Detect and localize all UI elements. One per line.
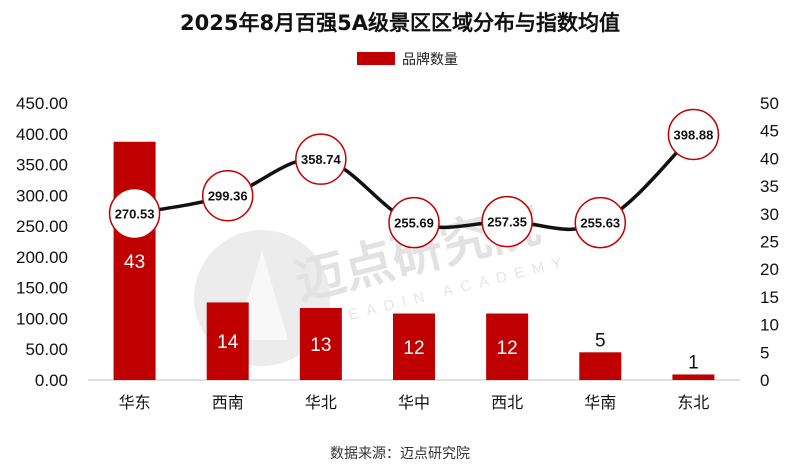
right-axis-tick-label: 50	[760, 94, 779, 113]
right-axis-tick-label: 30	[760, 205, 779, 224]
bar-value-label: 43	[124, 252, 145, 273]
line-marker	[574, 196, 627, 249]
right-axis-tick-label: 40	[760, 149, 779, 168]
line-value-label: 270.53	[115, 206, 155, 221]
line-marker	[388, 196, 440, 249]
category-label: 西南	[212, 393, 244, 412]
left-axis-tick-label: 100.00	[16, 309, 68, 328]
right-axis-tick-label: 5	[760, 343, 769, 362]
right-axis-tick-label: 20	[760, 260, 779, 279]
category-label: 华北	[305, 393, 337, 412]
chart-title: 2025年8月百强5A级景区区域分布与指数均值	[180, 11, 620, 35]
line-marker	[201, 169, 254, 222]
legend: 品牌数量	[357, 51, 458, 68]
category-label: 西北	[491, 393, 523, 412]
right-axis-tick-label: 45	[760, 122, 779, 141]
line-marker	[667, 108, 720, 161]
left-axis-tick-label: 300.00	[16, 186, 68, 205]
bar	[113, 141, 156, 380]
bar	[672, 374, 715, 380]
right-axis: 0 5 10 15 20 25 30 35 40 45 50	[760, 94, 779, 390]
left-axis-tick-label: 150.00	[16, 279, 68, 298]
right-axis-tick-label: 35	[760, 177, 779, 196]
bar	[299, 307, 342, 380]
right-axis-tick-label: 15	[760, 288, 779, 307]
bar-value-label: 1	[688, 352, 699, 373]
bar-value-label: 12	[497, 338, 518, 359]
line-value-label: 358.74	[301, 152, 342, 167]
line-value-label: 257.35	[487, 215, 527, 230]
left-axis-tick-label: 400.00	[16, 125, 68, 144]
category-labels: 华东 西南 华北 华中 西北 华南 东北	[119, 393, 710, 412]
bar-value-label: 14	[217, 332, 239, 353]
source-note: 数据来源：迈点研究院	[330, 446, 470, 462]
right-axis-tick-label: 10	[760, 316, 779, 335]
bar-value-label: 13	[310, 335, 331, 356]
category-label: 东北	[677, 393, 709, 412]
watermark-logo-mark-icon	[236, 250, 288, 340]
left-axis-tick-label: 0.00	[35, 371, 68, 390]
left-axis-tick-label: 250.00	[16, 217, 68, 236]
right-axis-tick-label: 0	[760, 371, 769, 390]
line-value-label: 398.88	[674, 127, 714, 142]
legend-label: 品牌数量	[402, 51, 458, 68]
category-label: 华中	[398, 393, 430, 412]
line-value-label: 299.36	[208, 189, 248, 204]
right-axis-tick-label: 25	[760, 233, 779, 252]
left-axis-tick-label: 350.00	[16, 156, 68, 175]
legend-swatch	[357, 52, 395, 65]
left-axis-tick-label: 450.00	[16, 94, 68, 113]
bar	[579, 352, 622, 380]
bars: 43 14 13 12 12 5 1	[113, 141, 715, 380]
bar	[486, 313, 529, 380]
bar	[206, 302, 249, 380]
line-marker	[108, 187, 161, 240]
bar-value-label: 12	[403, 338, 424, 359]
left-axis-tick-label: 50.00	[25, 340, 68, 359]
line-value-label: 255.63	[580, 216, 620, 231]
line-marker	[481, 195, 533, 248]
line-series: 270.53 299.36 358.74 255.69 257.35 255.63 398.…	[108, 108, 720, 249]
category-label: 华南	[584, 393, 616, 412]
left-axis-tick-label: 200.00	[16, 248, 68, 267]
line-marker	[295, 133, 347, 185]
line-value-label: 255.69	[394, 216, 434, 231]
left-axis: 0.00 50.00 100.00 150.00 200.00 250.00 300.00 3…	[16, 94, 68, 390]
bar-value-label: 5	[595, 330, 606, 351]
bar	[393, 313, 435, 380]
category-label: 华东	[119, 393, 151, 412]
